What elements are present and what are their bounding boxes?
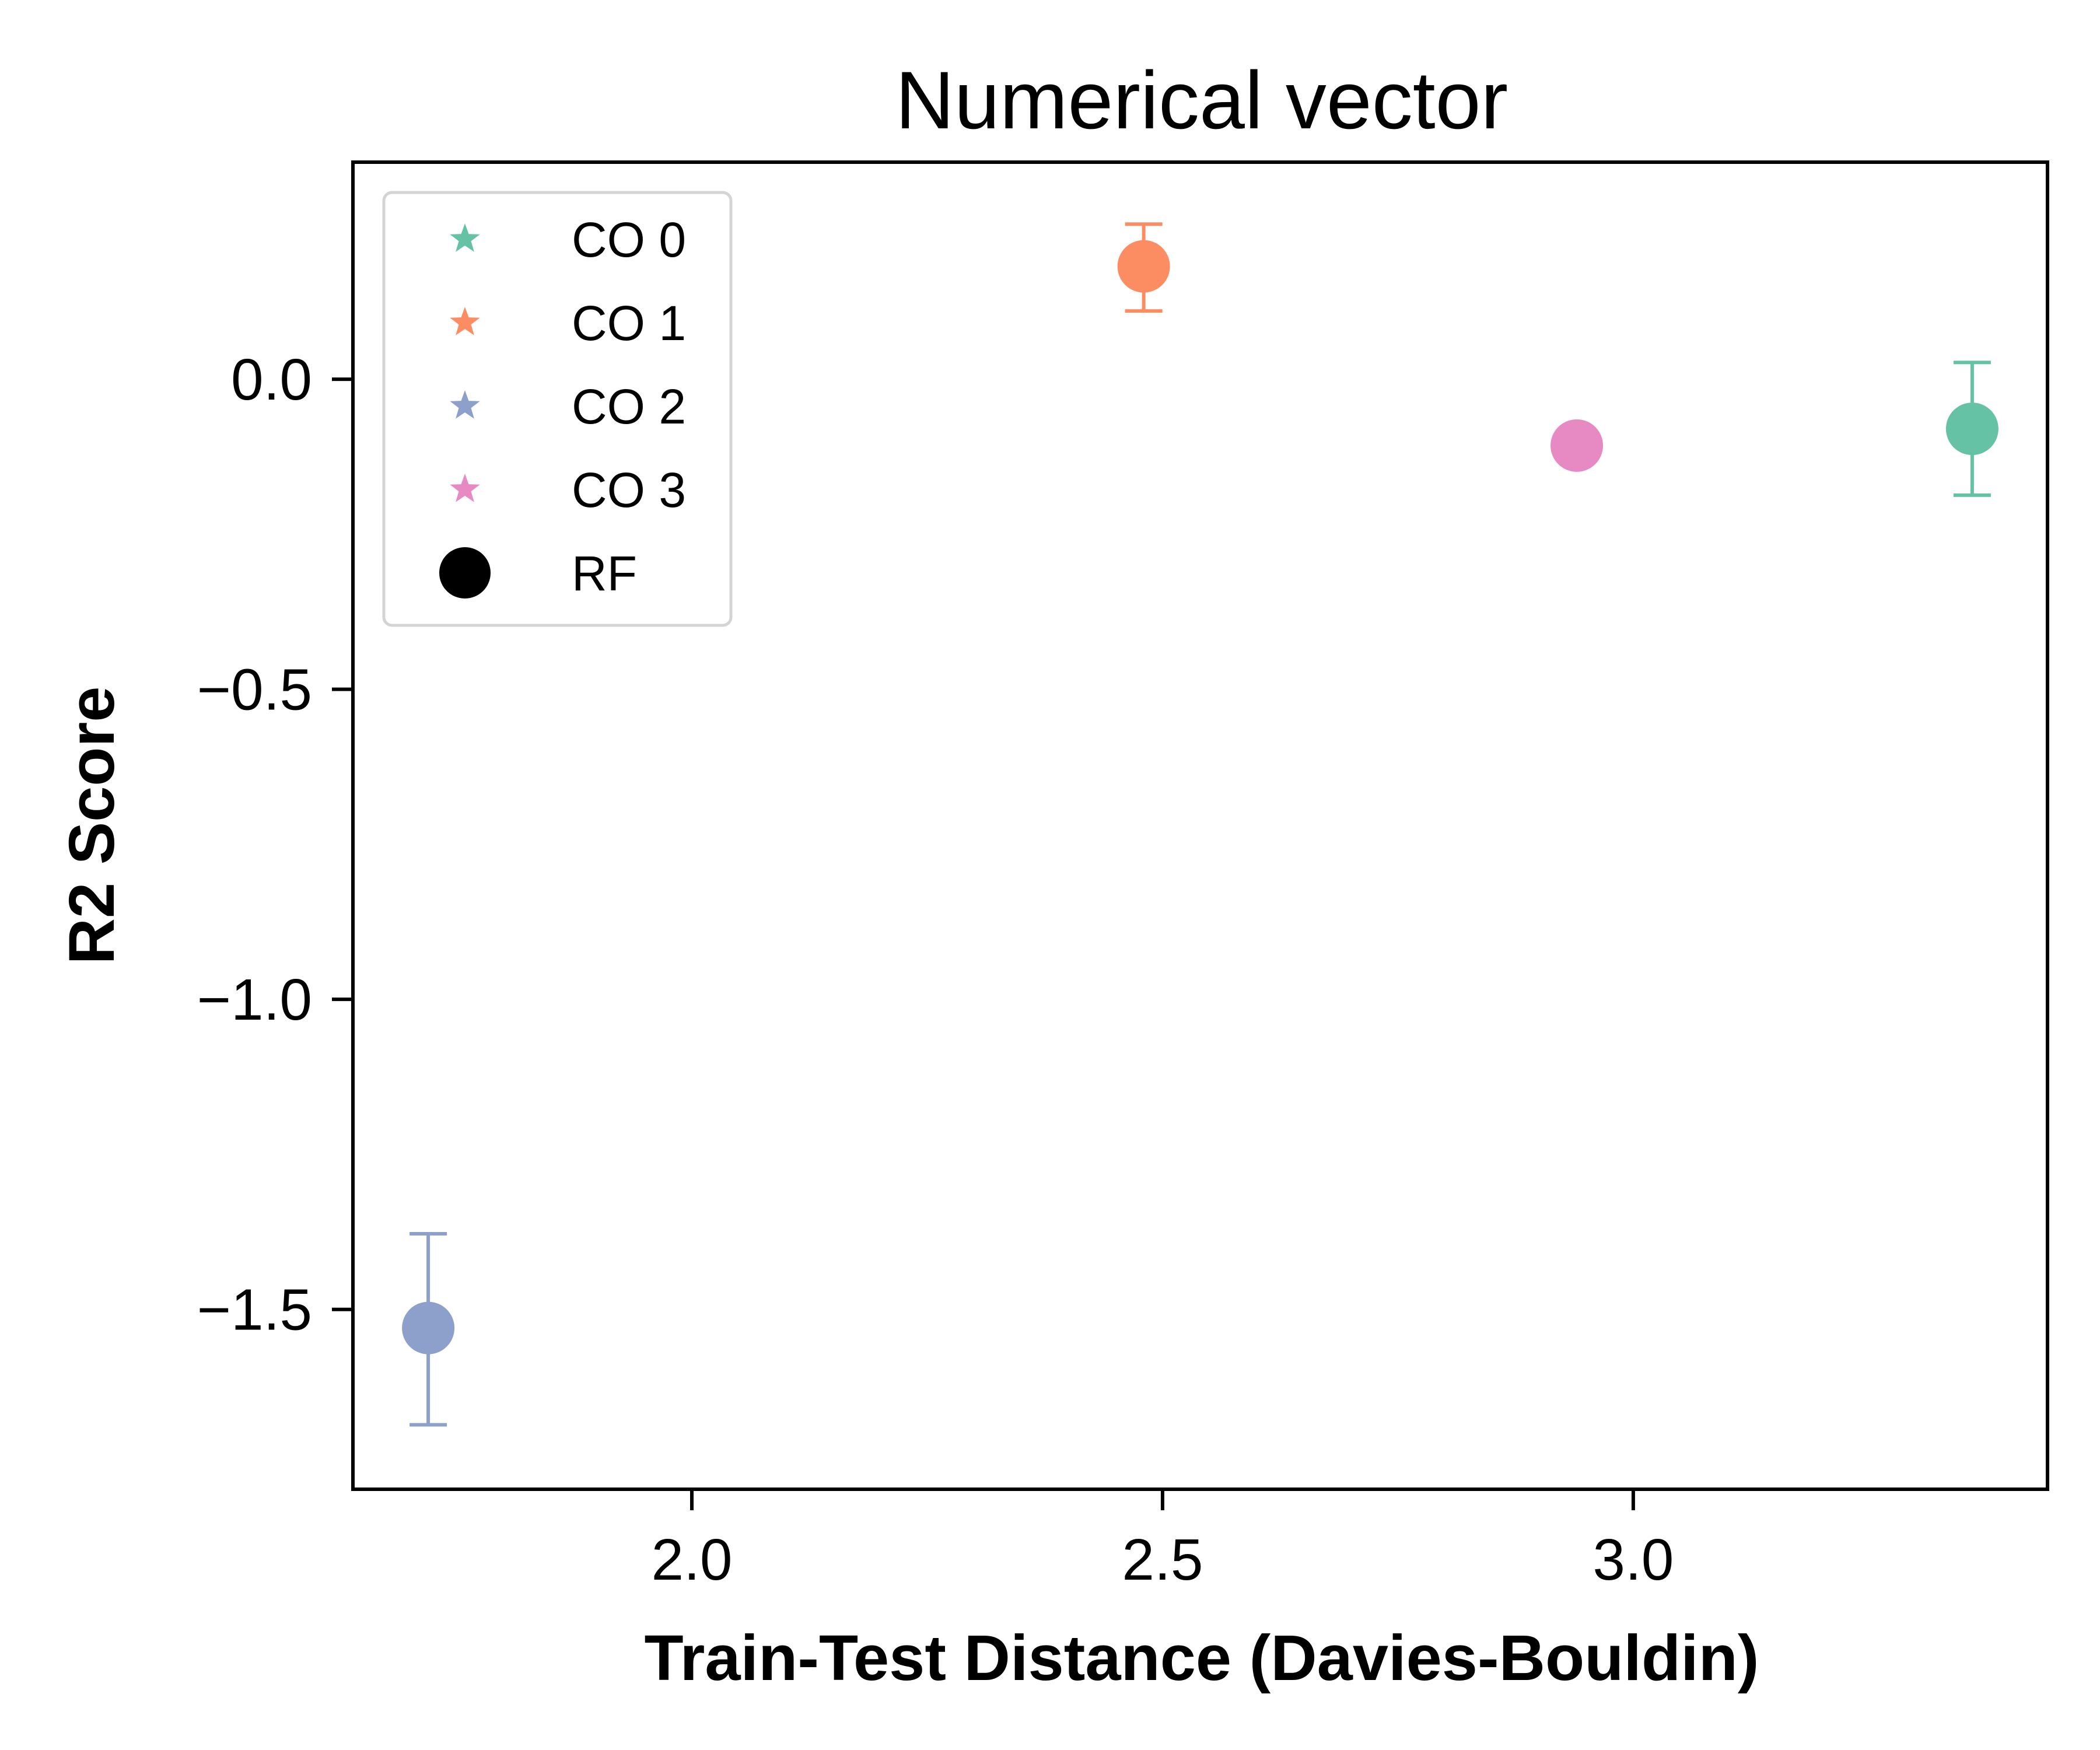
legend-label: CO 0: [572, 212, 686, 267]
y-tick-label: −1.5: [197, 1278, 312, 1343]
x-tick-label: 2.5: [1122, 1527, 1203, 1592]
y-tick-label: −1.0: [197, 967, 312, 1032]
star-icon: [450, 390, 480, 419]
data-point-co-1: [1117, 240, 1170, 293]
legend-label: RF: [572, 546, 637, 601]
legend-frame: [382, 191, 733, 627]
x-tick-label: 3.0: [1592, 1527, 1674, 1592]
data-points: [402, 222, 1999, 1427]
legend-label: CO 3: [572, 463, 686, 517]
chart-title: Numerical vector: [895, 54, 1508, 146]
circle-icon: [439, 547, 491, 598]
legend-label: CO 1: [572, 296, 686, 351]
y-tick-label: −0.5: [197, 657, 312, 723]
x-axis: 2.0 2.5 3.0: [651, 1489, 1674, 1592]
star-icon: [450, 223, 480, 252]
star-icon: [450, 474, 480, 502]
y-axis: 0.0 −0.5 −1.0 −1.5: [197, 347, 353, 1343]
plot-area: [351, 160, 2049, 1491]
data-point-co-0: [1945, 402, 1999, 456]
data-point-co-2: [402, 1301, 455, 1354]
y-tick-label: 0.0: [231, 347, 312, 412]
y-axis-label: R2 Score: [56, 687, 128, 965]
x-axis-label: Train-Test Distance (Davies-Bouldin): [644, 1622, 1759, 1694]
x-tick-label: 2.0: [651, 1527, 732, 1592]
star-icon: [450, 307, 480, 335]
legend: CO 0 CO 1 CO 2 CO 3 RF: [382, 191, 733, 627]
data-point-co-3: [1550, 419, 1604, 472]
legend-label: CO 2: [572, 379, 686, 434]
